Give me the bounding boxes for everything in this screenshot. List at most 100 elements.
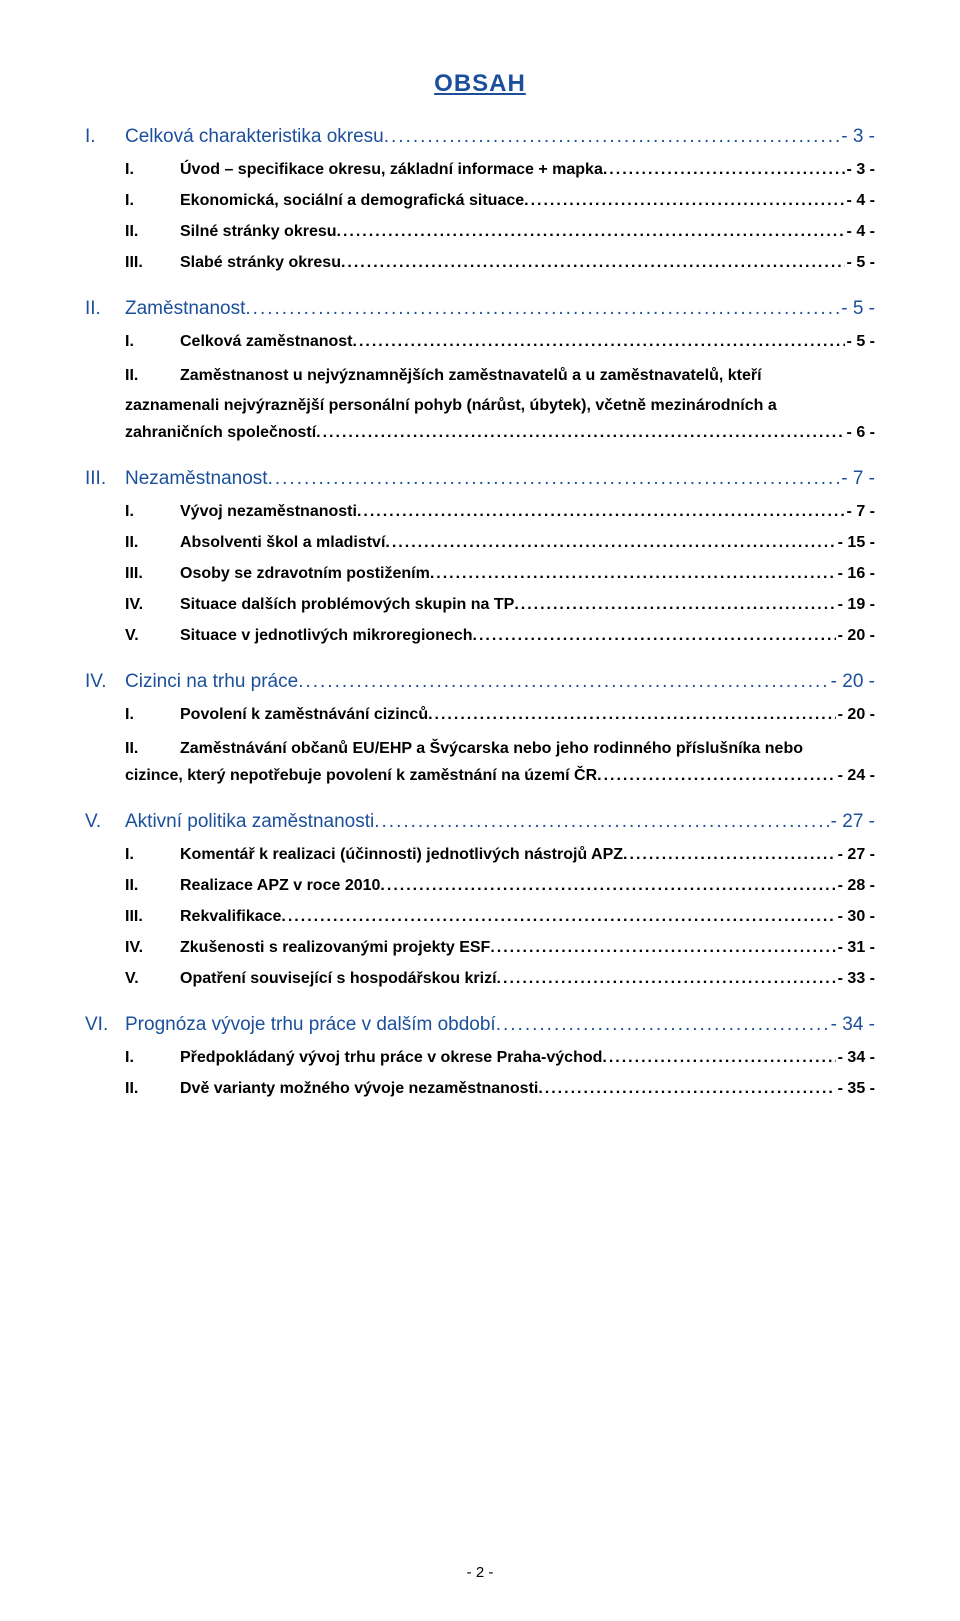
toc-l2-row: II.Dvě varianty možného vývoje nezaměstn… [125,1080,875,1098]
toc-l2-num: III. [125,565,180,583]
toc-l2-row: V.Situace v jednotlivých mikroregionech -… [125,627,875,645]
toc-l2-num: II. [125,223,180,241]
toc-l2-row: I.Ekonomická, sociální a demografická si… [125,192,875,210]
toc-l2-label: Úvod – specifikace okresu, základní info… [180,161,603,179]
toc-l2-label: Zaměstnávání občanů EU/EHP a Švýcarska n… [180,740,803,757]
toc-l2-page: - 4 - [845,223,875,241]
toc-l1-num: IV. [85,671,125,693]
toc-l2-num: I. [125,161,180,179]
toc-l2-num: IV. [125,939,180,957]
toc-leader [514,596,835,614]
toc-leader [268,468,840,490]
toc-l2-page: - 3 - [845,161,875,179]
toc-leader [357,503,845,521]
toc-l2-page: - 33 - [836,970,875,988]
toc-l1-label: Zaměstnanost [125,298,245,320]
toc-l2-row: I.Úvod – specifikace okresu, základní in… [125,161,875,179]
toc-l2-row: III.Rekvalifikace- 30 - [125,908,875,926]
toc-leader [490,939,835,957]
toc-l2-num: I. [125,846,180,864]
toc-l2-row: I.Komentář k realizaci (účinnosti) jedno… [125,846,875,864]
toc-leader [603,161,845,179]
toc-l2-page: - 28 - [836,877,875,895]
toc-l2-label: Zkušenosti s realizovanými projekty ESF [180,939,490,957]
toc-l2-page: - 19 - [836,596,875,614]
toc-l2-label: Slabé stránky okresu [180,254,341,272]
toc-l2-label: Povolení k zaměstnávání cizinců [180,706,428,724]
toc-leader [298,671,828,693]
toc-l2-row: IV.Situace dalších problémových skupin n… [125,596,875,614]
toc-l1-num: VI. [85,1014,125,1036]
toc-l2-label: Komentář k realizaci (účinnosti) jednotl… [180,846,623,864]
toc-l1-num: III. [85,468,125,490]
toc-leader [497,970,836,988]
toc-l2-label: Vývoj nezaměstnanosti [180,503,357,521]
toc-l1-page: - 5 - [839,298,875,320]
toc-leader [428,706,836,724]
toc-l1-num: I. [85,126,125,148]
toc-l1-page: - 7 - [839,468,875,490]
toc-l2-page: - 27 - [836,846,875,864]
toc-leader [524,192,844,210]
toc-leader [384,126,840,148]
toc-l2-num: I. [125,706,180,724]
toc-l2-page: - 5 - [845,333,875,351]
toc-l2-page: - 35 - [836,1080,875,1098]
toc-l1-page: - 34 - [829,1014,875,1036]
toc-leader [473,627,836,645]
toc-l2-num: I. [125,1049,180,1067]
toc-l2-row: I.Povolení k zaměstnávání cizinců - 20 - [125,706,875,724]
toc-l2-row: III.Slabé stránky okresu - 5 - [125,254,875,272]
toc-l1-label: Prognóza vývoje trhu práce v dalším obdo… [125,1014,496,1036]
toc-l2-label: Celková zaměstnanost [180,333,353,351]
toc-leader [353,333,845,351]
toc-l1-row: I.Celková charakteristika okresu- 3 - [85,126,875,148]
toc-l2-num: I. [125,503,180,521]
toc-leader [597,767,836,785]
toc-l2-page: - 34 - [836,1049,875,1067]
toc-l2-page: - 30 - [836,908,875,926]
toc-l2-page: - 20 - [836,627,875,645]
toc-l2-continuation: zaznamenali nejvýraznější personální poh… [125,394,875,418]
toc-l2-label: Absolventi škol a mladiství [180,534,385,552]
toc-l2-row-end: cizince, který nepotřebuje povolení k za… [125,767,875,785]
toc-l2-num: II. [125,1080,180,1098]
toc-l1-page: - 27 - [829,811,875,833]
toc-l1-row: IV.Cizinci na trhu práce- 20 - [85,671,875,693]
toc-l1-num: V. [85,811,125,833]
toc-l2-page: - 15 - [836,534,875,552]
toc-l2-page: - 20 - [836,706,875,724]
toc-l2-num: IV. [125,596,180,614]
toc-l1-num: II. [85,298,125,320]
toc-l2-page: - 7 - [845,503,875,521]
toc-leader [245,298,839,320]
toc-l2-row: III.Osoby se zdravotním postižením- 16 - [125,565,875,583]
toc-l2-num: V. [125,627,180,645]
toc-l1-row: VI.Prognóza vývoje trhu práce v dalším o… [85,1014,875,1036]
page-number: - 2 - [0,1564,960,1581]
toc-leader [316,424,844,442]
toc-l2-row: II.Realizace APZ v roce 2010- 28 - [125,877,875,895]
toc-l1-label: Aktivní politika zaměstnanosti [125,811,374,833]
toc-l2-page: - 31 - [836,939,875,957]
toc-leader [623,846,836,864]
toc-l2-row: II.Absolventi škol a mladiství - 15 - [125,534,875,552]
toc-l2-label: Situace v jednotlivých mikroregionech [180,627,473,645]
toc-l2-page: - 5 - [845,254,875,272]
toc-l2-row: IV.Zkušenosti s realizovanými projekty E… [125,939,875,957]
toc-l2-row-end: zahraničních společností - 6 - [125,424,875,442]
toc-l2-label: zahraničních společností [125,424,316,442]
toc-l2-label: Realizace APZ v roce 2010 [180,877,380,895]
toc-l2-label: Dvě varianty možného vývoje nezaměstnano… [180,1080,538,1098]
toc-l2-num: II. [125,534,180,552]
toc-leader [602,1049,835,1067]
toc-leader [430,565,836,583]
toc-l1-page: - 20 - [829,671,875,693]
toc-l2-num: I. [125,333,180,351]
toc-l1-label: Nezaměstnanost [125,468,268,490]
toc-l2-num: V. [125,970,180,988]
toc-leader [337,223,845,241]
toc-l2-row: II.Zaměstnanost u nejvýznamnějších zaměs… [125,364,875,388]
toc-l1-page: - 3 - [839,126,875,148]
toc-l1-row: II.Zaměstnanost - 5 - [85,298,875,320]
